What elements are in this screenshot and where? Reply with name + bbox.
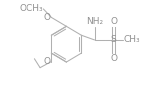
Text: NH₂: NH₂	[86, 17, 103, 26]
Text: O: O	[44, 57, 51, 66]
Text: O: O	[110, 17, 117, 26]
Text: CH₃: CH₃	[124, 35, 140, 44]
Text: O: O	[110, 54, 117, 63]
Text: OCH₃: OCH₃	[19, 4, 43, 13]
Text: O: O	[44, 13, 51, 22]
Text: S: S	[111, 35, 116, 44]
